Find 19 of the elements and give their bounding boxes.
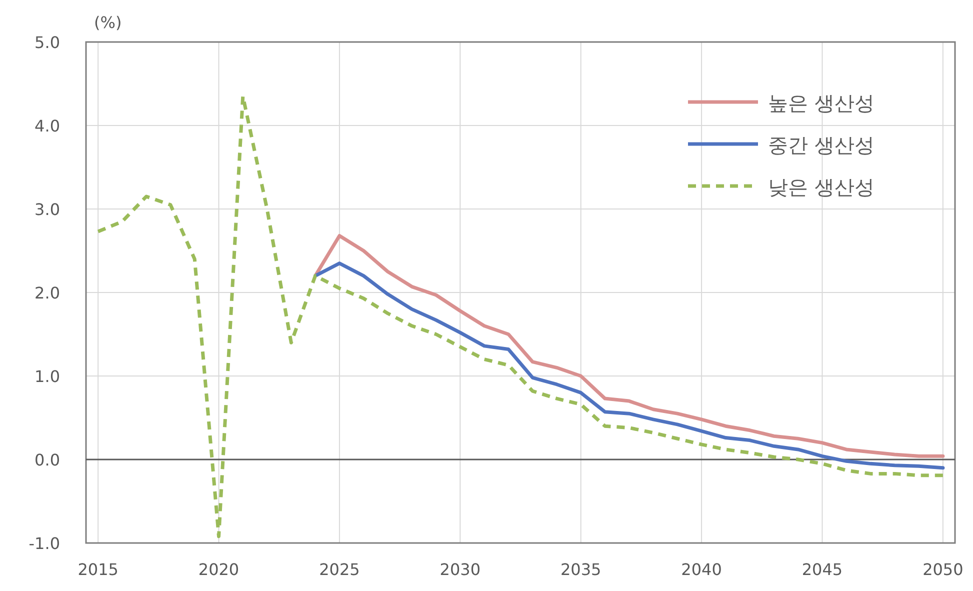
y-tick-label: 4.0 xyxy=(34,116,60,136)
x-tick-label: 2020 xyxy=(198,560,240,579)
y-axis-title: (%) xyxy=(94,13,122,32)
legend-label: 낮은 생산성 xyxy=(768,175,874,199)
x-tick-label: 2035 xyxy=(560,560,602,579)
y-tick-label: 3.0 xyxy=(34,200,60,219)
legend-label: 높은 생산성 xyxy=(768,91,874,115)
legend-label: 중간 생산성 xyxy=(768,133,874,157)
x-tick-label: 2030 xyxy=(440,560,481,579)
x-tick-label: 2050 xyxy=(922,560,964,579)
x-tick-label: 2025 xyxy=(319,560,360,579)
y-tick-label: 0.0 xyxy=(34,450,60,470)
x-tick-label: 2040 xyxy=(681,560,722,579)
y-tick-label: -1.0 xyxy=(28,534,60,553)
y-tick-label: 2.0 xyxy=(34,284,60,302)
x-tick-label: 2045 xyxy=(802,560,843,579)
x-tick-label: 2015 xyxy=(78,560,118,579)
y-tick-label: 5.0 xyxy=(34,33,60,52)
y-tick-label: 1.0 xyxy=(34,367,60,386)
